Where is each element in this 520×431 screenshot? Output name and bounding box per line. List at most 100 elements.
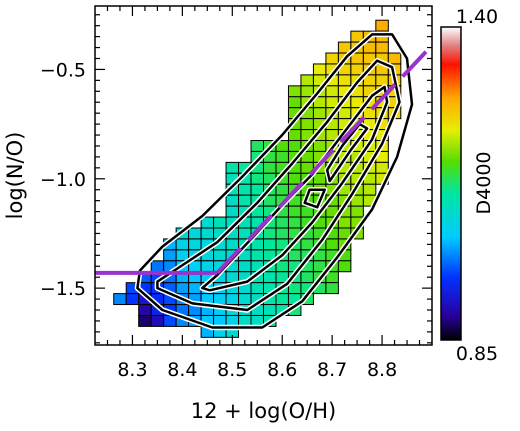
heatmap-cell [200, 227, 215, 240]
heatmap-cell [250, 172, 265, 185]
heatmap-cell [213, 293, 227, 306]
heatmap-cell [250, 282, 265, 295]
y-axis-label: log(N/O) [3, 132, 27, 220]
heatmap-cell [150, 260, 165, 273]
y-tick-label: −0.5 [40, 59, 86, 81]
colorbar [440, 26, 462, 341]
heatmap-cell [188, 282, 202, 295]
heatmap-cell [263, 304, 277, 316]
heatmap-cell [375, 19, 389, 32]
heatmap-cell [300, 85, 314, 98]
heatmap-cell [175, 238, 190, 251]
heatmap-cell [375, 161, 389, 174]
colorbar-min-label: 0.85 [456, 343, 498, 365]
heatmap-cell [287, 96, 302, 109]
fit-line-dashed [215, 43, 434, 275]
heatmap-cell [337, 107, 352, 120]
heatmap-cell [337, 260, 352, 273]
heatmap-cell [287, 249, 302, 262]
colorbar-label: D4000 [473, 152, 495, 215]
heatmap-cell [225, 238, 240, 251]
heatmap-cell [325, 238, 339, 251]
heatmap-cell [337, 216, 352, 229]
heatmap-cell [125, 293, 140, 306]
x-axis-label: 12 + log(O/H) [191, 399, 336, 423]
colorbar-max-label: 1.40 [456, 6, 498, 28]
heatmap-cell [362, 183, 377, 196]
x-tick-label: 8.7 [317, 359, 347, 381]
heatmap-cell [238, 183, 252, 196]
heatmap-cell [275, 183, 289, 196]
heatmap-cell [263, 161, 277, 174]
contour-line [136, 33, 414, 329]
heatmap-cell [225, 293, 240, 306]
x-tick-label: 8.6 [267, 359, 297, 381]
heatmap-cell [188, 238, 202, 251]
heatmap-cell [213, 249, 227, 262]
heatmap-cell [287, 140, 302, 152]
heatmap-cell [113, 293, 127, 306]
heatmap-cell [250, 249, 265, 262]
y-axis-ticks: −1.5 −1.0 −0.5 [40, 14, 432, 344]
heatmap-cell [250, 140, 265, 152]
contour-line [303, 188, 326, 209]
heatmap-cell [238, 260, 252, 273]
heatmap-cell [138, 304, 152, 316]
heatmap-cell [325, 52, 339, 65]
heatmap-cell [287, 205, 302, 218]
heatmap-cell [225, 205, 240, 218]
y-tick-label: −1.5 [40, 278, 86, 300]
heatmap-cell [275, 150, 289, 163]
heatmap-cell [263, 227, 277, 240]
heatmap-cell [150, 314, 165, 327]
heatmap-cell [300, 271, 314, 284]
heatmap-cell [350, 63, 364, 76]
heatmap-cell [287, 216, 302, 229]
contour-line [156, 59, 401, 312]
heatmap-cell [138, 314, 152, 327]
heatmap-cell [387, 52, 402, 65]
heatmap-cell [312, 107, 327, 120]
heatmap-cell [325, 282, 339, 295]
heatmap-cell [325, 85, 339, 98]
heatmap-cell [275, 227, 289, 240]
heatmap-cell [225, 194, 240, 207]
heatmap-cell [287, 172, 302, 185]
x-tick-label: 8.3 [117, 359, 147, 381]
heatmap-cell [375, 41, 389, 54]
heatmap-cell [312, 172, 327, 185]
heatmap-cell [312, 140, 327, 152]
heatmap-cell [375, 74, 389, 87]
heatmap-cell [275, 216, 289, 229]
heatmap-cell [350, 205, 364, 218]
plot-frame [94, 5, 433, 346]
heatmap-cell [263, 238, 277, 251]
x-tick-label: 8.8 [367, 359, 397, 381]
heatmap-cell [300, 118, 314, 131]
heatmap-cell [275, 293, 289, 306]
heatmap-cell [188, 227, 202, 240]
x-tick-label: 8.4 [167, 359, 197, 381]
heatmap-cell [287, 85, 302, 98]
heatmap-cell [312, 63, 327, 76]
heatmap-cell [163, 249, 177, 262]
heatmap-cell [337, 74, 352, 87]
x-tick-label: 8.5 [217, 359, 247, 381]
heatmap-cell [225, 271, 240, 284]
heatmap-cell [263, 271, 277, 284]
x-axis-ticks: 8.3 8.4 8.5 8.6 8.7 8.8 [106, 6, 421, 381]
heatmap-cell [300, 238, 314, 251]
heatmap-cell [200, 260, 215, 273]
heatmap-cell [225, 161, 240, 174]
heatmap-cell [287, 129, 302, 142]
y-tick-label: −1.0 [40, 169, 86, 191]
heatmap-cell [238, 194, 252, 207]
heatmap-cell [175, 282, 190, 295]
heatmap-cell [300, 74, 314, 87]
heatmap-cell [250, 183, 265, 196]
heatmap-cell [163, 314, 177, 327]
heatmap-cell [213, 216, 227, 229]
heatmap-cell [287, 282, 302, 295]
heatmap-cell [238, 293, 252, 306]
